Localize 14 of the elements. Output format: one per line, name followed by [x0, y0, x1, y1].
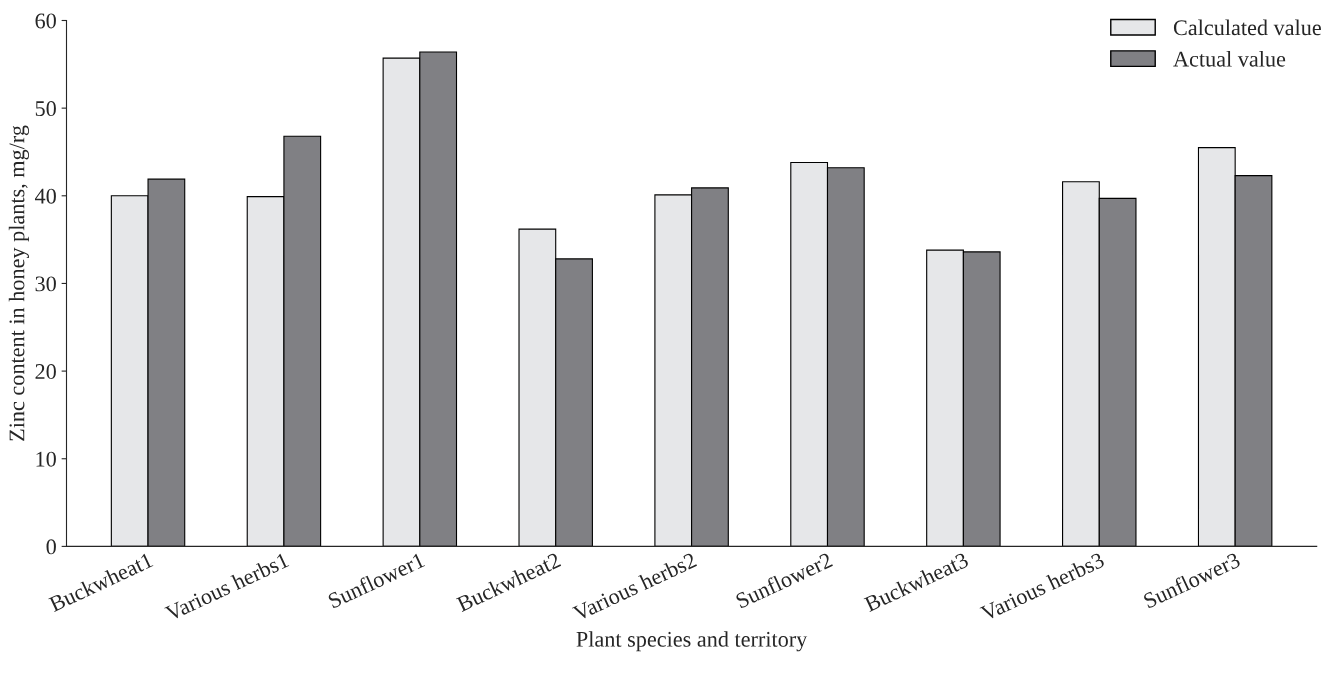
y-tick-label: 60 [35, 13, 56, 29]
y-tick-label: 20 [35, 364, 56, 380]
y-tick-label: 10 [36, 451, 56, 467]
x-tick-label: Various herbs3 [979, 551, 1106, 622]
x-tick-label: Various herbs1 [163, 551, 290, 622]
legend-label: Calculated value [1173, 19, 1321, 36]
x-tick-label: Various herbs2 [571, 551, 698, 622]
y-tick-label: 40 [34, 188, 56, 204]
legend-label: Actual value [1173, 50, 1286, 67]
y-axis-title: Zinc content in honey plants, mg/rg [8, 125, 29, 441]
y-tick-label: 0 [46, 539, 56, 555]
x-axis-title: Plant species and territory [576, 631, 808, 652]
y-tick-label: 50 [35, 101, 56, 117]
y-tick-label: 30 [35, 276, 56, 292]
